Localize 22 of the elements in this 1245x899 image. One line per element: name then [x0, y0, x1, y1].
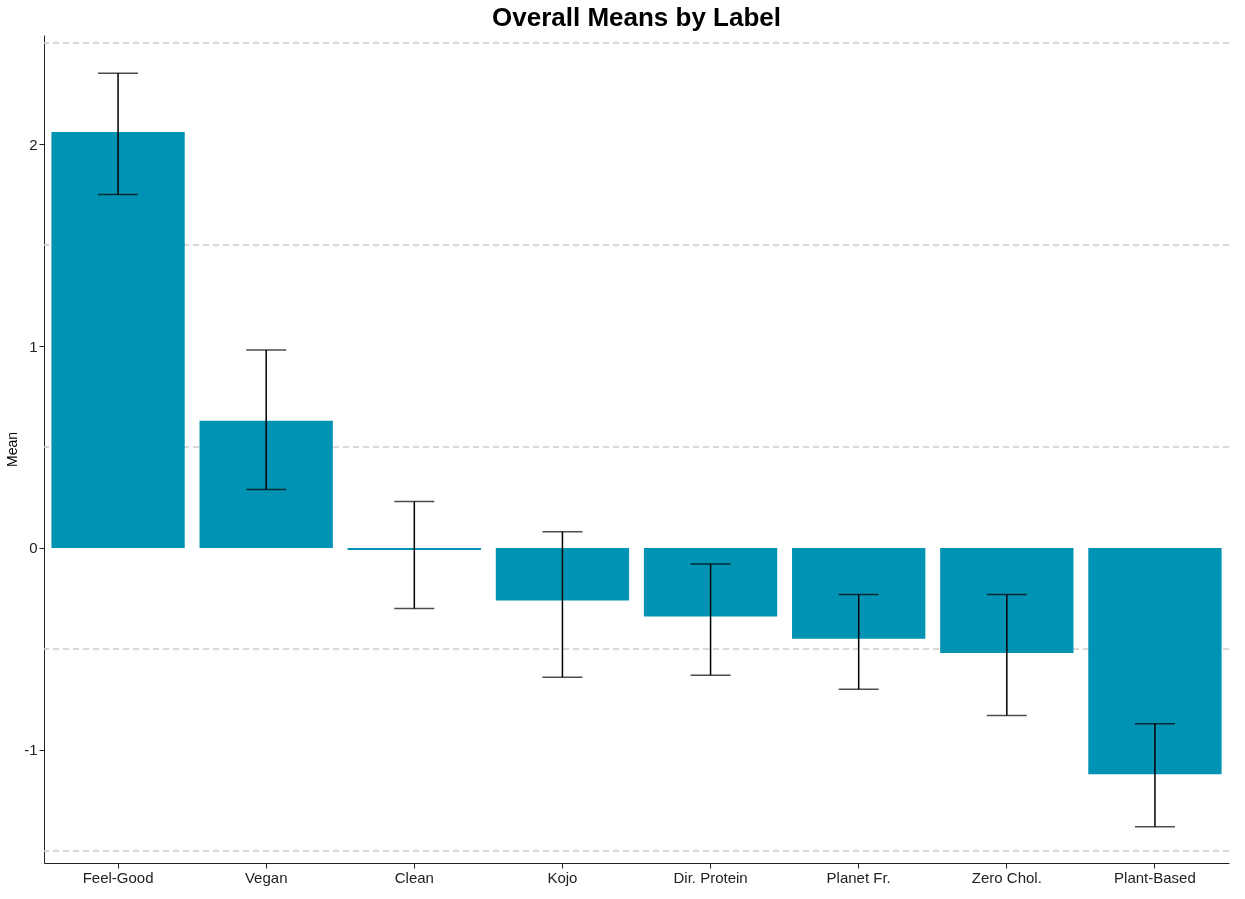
- x-tick-label: Zero Chol.: [971, 868, 1042, 886]
- bar: [1088, 547, 1222, 775]
- bar: [347, 547, 481, 550]
- x-tick-label: Dir. Protein: [673, 868, 748, 886]
- bar: [51, 131, 185, 548]
- x-tick-label: Plant-Based: [1114, 868, 1196, 886]
- y-tick-label: 0: [29, 539, 38, 557]
- x-tick-label: Clean: [394, 868, 434, 886]
- chart-title: Overall Means by Label: [491, 2, 782, 32]
- bar: [199, 420, 333, 548]
- bar: [940, 547, 1074, 653]
- y-tick-label: 1: [29, 337, 38, 355]
- x-tick-label: Vegan: [244, 868, 288, 886]
- bar: [792, 547, 926, 639]
- y-tick-label: 2: [29, 135, 38, 153]
- x-tick-label: Kojo: [547, 868, 578, 886]
- x-tick-label: Feel-Good: [82, 868, 154, 886]
- bar: [643, 547, 778, 617]
- bar: [495, 547, 630, 601]
- y-tick-label: -1: [24, 741, 38, 759]
- x-tick-label: Planet Fr.: [826, 868, 891, 886]
- y-axis-title: Mean: [4, 431, 21, 468]
